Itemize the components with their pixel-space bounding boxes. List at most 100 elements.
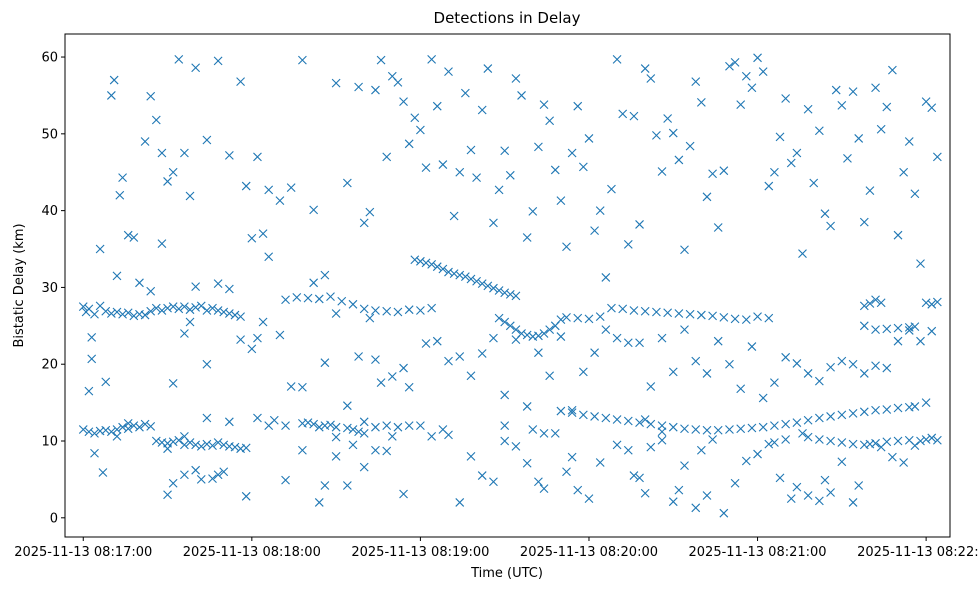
data-point-marker xyxy=(185,191,195,201)
data-point-marker xyxy=(109,75,119,85)
y-tick-label: 0 xyxy=(50,511,58,526)
data-point-marker xyxy=(393,77,403,87)
data-point-marker xyxy=(865,439,875,449)
data-point-marker xyxy=(157,148,167,158)
x-tick-label: 2025-11-13 08:19:00 xyxy=(351,545,489,560)
data-point-marker xyxy=(286,183,296,192)
y-axis-label: Bistatic Delay (km) xyxy=(12,223,27,347)
data-point-marker xyxy=(573,313,583,323)
data-point-marker xyxy=(421,163,431,173)
data-point-marker xyxy=(455,270,465,280)
data-point-marker xyxy=(123,418,133,428)
data-point-marker xyxy=(550,165,560,175)
data-point-marker xyxy=(539,484,549,494)
data-point-marker xyxy=(567,148,577,158)
data-point-marker xyxy=(741,71,751,81)
data-point-marker xyxy=(764,313,774,323)
data-point-marker xyxy=(331,422,341,432)
data-point-marker xyxy=(359,417,369,427)
data-point-marker xyxy=(258,229,268,239)
data-point-marker xyxy=(826,488,835,497)
data-point-marker xyxy=(640,415,650,424)
data-point-marker xyxy=(567,452,577,462)
data-point-marker xyxy=(770,167,779,177)
data-point-marker xyxy=(118,173,127,182)
data-point-marker xyxy=(247,233,257,243)
data-point-marker xyxy=(753,449,762,459)
data-point-marker xyxy=(876,124,886,134)
data-point-marker xyxy=(410,113,420,123)
data-point-marker xyxy=(590,226,599,235)
data-point-marker xyxy=(798,428,807,438)
data-point-marker xyxy=(848,439,858,449)
data-point-marker xyxy=(550,428,560,438)
data-point-marker xyxy=(202,135,212,145)
data-point-marker xyxy=(393,422,403,432)
data-point-marker xyxy=(747,342,757,351)
data-point-marker xyxy=(455,167,465,177)
data-point-marker xyxy=(691,425,701,434)
data-point-marker xyxy=(326,420,335,430)
data-point-marker xyxy=(708,311,717,321)
data-point-marker xyxy=(180,329,189,338)
data-point-marker xyxy=(668,367,678,377)
data-point-marker xyxy=(455,352,465,361)
data-point-marker xyxy=(910,402,920,411)
data-point-marker xyxy=(831,85,841,95)
data-point-marker xyxy=(78,425,88,434)
data-point-marker xyxy=(208,474,217,484)
data-point-marker xyxy=(764,439,774,449)
data-point-marker xyxy=(320,481,330,490)
data-point-marker xyxy=(859,321,869,331)
data-point-marker xyxy=(438,160,448,169)
data-point-marker xyxy=(444,67,453,77)
data-point-marker xyxy=(741,456,751,466)
data-point-marker xyxy=(623,445,633,455)
data-point-marker xyxy=(708,169,717,179)
data-point-marker xyxy=(618,109,628,119)
data-point-marker xyxy=(399,489,408,499)
data-point-marker xyxy=(781,94,791,103)
data-point-marker xyxy=(500,288,510,298)
data-point-marker xyxy=(505,170,515,180)
data-point-marker xyxy=(888,452,897,462)
data-point-marker xyxy=(786,494,796,503)
data-point-marker xyxy=(275,330,285,340)
data-point-marker xyxy=(359,304,369,314)
data-point-marker xyxy=(871,295,880,305)
data-point-marker xyxy=(646,74,656,83)
data-point-marker xyxy=(500,421,510,431)
data-point-marker xyxy=(646,419,656,429)
data-point-marker xyxy=(904,137,914,146)
data-point-marker xyxy=(522,330,532,340)
data-point-marker xyxy=(466,145,476,155)
data-point-marker xyxy=(910,189,920,199)
data-point-marker xyxy=(404,139,414,149)
data-point-marker xyxy=(472,276,481,286)
data-point-marker xyxy=(871,83,880,93)
data-point-marker xyxy=(416,256,425,266)
data-point-marker xyxy=(556,332,566,341)
data-point-marker xyxy=(416,306,425,315)
data-point-marker xyxy=(253,152,262,162)
data-point-marker xyxy=(427,259,437,269)
data-point-marker xyxy=(843,154,852,163)
data-point-marker xyxy=(101,306,111,316)
data-point-marker xyxy=(770,378,779,388)
data-point-marker xyxy=(573,101,583,111)
data-point-marker xyxy=(404,305,414,315)
data-point-marker xyxy=(556,406,566,416)
data-point-marker xyxy=(702,192,712,202)
data-point-marker xyxy=(803,415,813,425)
data-point-marker xyxy=(859,369,869,378)
data-point-marker xyxy=(382,306,392,316)
data-point-marker xyxy=(191,440,201,450)
data-point-marker xyxy=(241,491,251,501)
data-point-marker xyxy=(595,458,605,467)
data-point-marker xyxy=(477,471,487,480)
data-point-marker xyxy=(163,444,172,454)
data-point-marker xyxy=(652,307,661,317)
data-point-marker xyxy=(112,432,122,441)
data-point-marker xyxy=(438,425,448,434)
